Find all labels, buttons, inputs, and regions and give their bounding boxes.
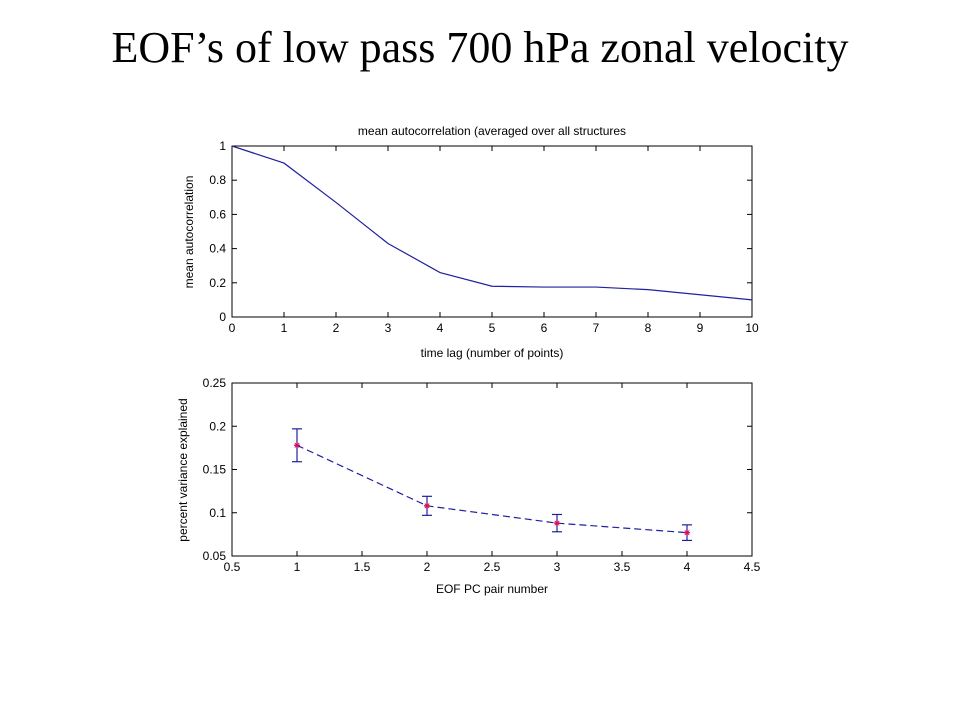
plot-frame bbox=[231, 382, 753, 557]
x-tick-label: 9 bbox=[697, 321, 704, 335]
x-tick-label: 3 bbox=[554, 560, 561, 574]
y-axis-label: mean autocorrelation bbox=[182, 176, 196, 289]
point-marker-d2 bbox=[424, 503, 430, 509]
x-tick-label: 2.5 bbox=[484, 560, 501, 574]
slide-title: EOF’s of low pass 700 hPa zonal velocity bbox=[111, 23, 849, 72]
x-tick-label: 8 bbox=[645, 321, 652, 335]
series-line bbox=[296, 444, 688, 534]
y-tick-label: 0.05 bbox=[203, 549, 227, 563]
plot-frame bbox=[231, 145, 753, 318]
x-tick-label: 2 bbox=[333, 321, 340, 335]
series-line bbox=[231, 145, 753, 301]
x-tick-label: 1.5 bbox=[354, 560, 371, 574]
y-tick-label: 1 bbox=[219, 139, 226, 153]
data-point bbox=[294, 442, 300, 449]
x-tick-label: 2 bbox=[424, 560, 431, 574]
point-marker-d2 bbox=[684, 530, 690, 536]
series-marks bbox=[231, 145, 753, 301]
y-tick-label: 0.6 bbox=[209, 207, 226, 221]
y-tick-label: 0.15 bbox=[203, 463, 227, 477]
x-tick-label: 7 bbox=[593, 321, 600, 335]
y-tick-label: 0 bbox=[219, 310, 226, 324]
y-tick-label: 0.25 bbox=[203, 376, 227, 390]
x-tick-label: 0.5 bbox=[224, 560, 241, 574]
autocorrelation-chart: mean autocorrelation (averaged over all … bbox=[182, 124, 759, 360]
series-marks bbox=[292, 428, 692, 542]
x-tick-label: 4 bbox=[437, 321, 444, 335]
variance-explained-chart: EOF PC pair number percent variance expl… bbox=[176, 376, 761, 596]
x-axis-label: time lag (number of points) bbox=[421, 346, 564, 360]
x-tick-label: 4.5 bbox=[744, 560, 761, 574]
x-tick-label: 0 bbox=[229, 321, 236, 335]
y-tick-label: 0.4 bbox=[209, 242, 226, 256]
y-tick-label: 0.1 bbox=[209, 506, 226, 520]
y-axis-label: percent variance explained bbox=[176, 398, 190, 541]
y-tick-label: 0.2 bbox=[209, 276, 226, 290]
data-point bbox=[684, 529, 690, 536]
axis-ticks: 0.5 1 1.5 2 2.5 3 3.5 4 4.5 0.05 0.1 0.15 0.2 0.25 bbox=[203, 376, 761, 574]
chart-title: mean autocorrelation (averaged over all … bbox=[358, 124, 626, 138]
x-tick-label: 1 bbox=[281, 321, 288, 335]
y-tick-label: 0.2 bbox=[209, 419, 226, 433]
x-tick-label: 1 bbox=[294, 560, 301, 574]
x-tick-label: 4 bbox=[684, 560, 691, 574]
data-point bbox=[424, 502, 430, 509]
y-tick-label: 0.8 bbox=[209, 173, 226, 187]
x-tick-label: 6 bbox=[541, 321, 548, 335]
axis-ticks: 0 1 2 3 4 5 6 7 8 9 10 0 0.2 0.4 0.6 0.8 1 bbox=[209, 139, 759, 335]
x-tick-label: 3 bbox=[385, 321, 392, 335]
data-point bbox=[554, 520, 560, 527]
point-marker-d2 bbox=[554, 520, 560, 526]
x-axis-label: EOF PC pair number bbox=[436, 582, 548, 596]
x-tick-label: 3.5 bbox=[614, 560, 631, 574]
point-marker-d2 bbox=[294, 442, 300, 448]
x-tick-label: 5 bbox=[489, 321, 496, 335]
x-tick-label: 10 bbox=[745, 321, 759, 335]
